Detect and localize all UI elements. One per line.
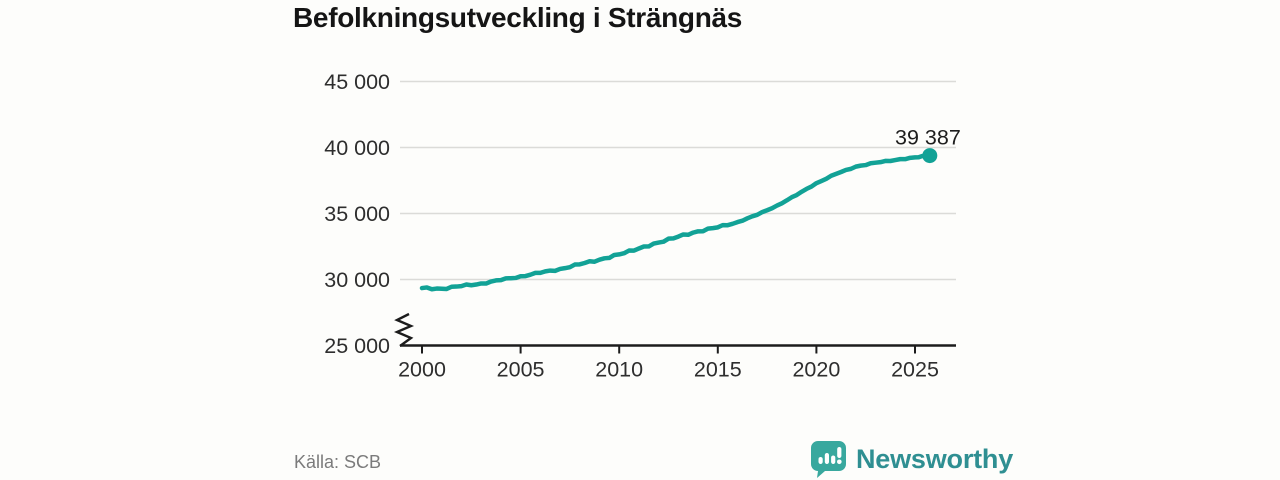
logo-wordmark: Newsworthy — [856, 443, 1014, 474]
svg-text:2020: 2020 — [792, 358, 840, 382]
svg-text:2015: 2015 — [694, 358, 742, 382]
chart-title: Befolkningsutveckling i Strängnäs — [293, 2, 743, 33]
svg-text:40 000: 40 000 — [324, 136, 390, 160]
svg-text:2025: 2025 — [891, 358, 939, 382]
newsworthy-logo: Newsworthy — [810, 440, 1013, 478]
svg-text:2000: 2000 — [398, 358, 446, 382]
svg-text:2005: 2005 — [497, 358, 545, 382]
svg-text:35 000: 35 000 — [324, 202, 390, 226]
svg-text:30 000: 30 000 — [324, 268, 390, 292]
bar-chart-speech-bubble-icon — [811, 441, 846, 478]
svg-text:2010: 2010 — [595, 358, 643, 382]
svg-text:39 387: 39 387 — [895, 126, 961, 150]
svg-text:25 000: 25 000 — [324, 334, 390, 358]
svg-text:45 000: 45 000 — [324, 70, 390, 94]
source-note: Källa: SCB — [294, 452, 382, 472]
